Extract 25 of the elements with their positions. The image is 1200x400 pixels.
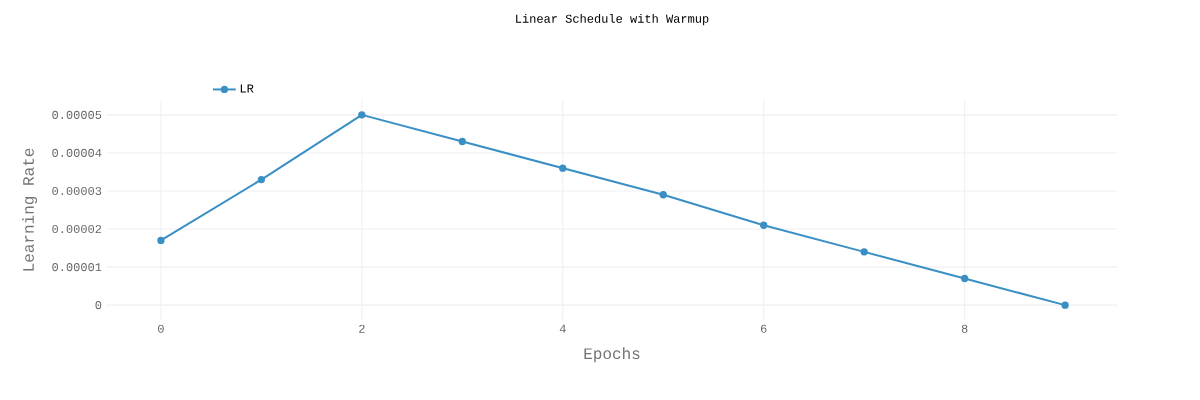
x-tick-label: 0 [158, 324, 164, 333]
point [458, 137, 466, 146]
y-axis-title: Learning Rate [22, 148, 38, 271]
point [760, 221, 768, 229]
point [1061, 301, 1069, 309]
y-tick-label: 0.00001 [52, 263, 102, 272]
y-tick-label: 0.00004 [52, 148, 102, 157]
y-tick-label: 0.00005 [52, 110, 102, 119]
x-tick-label: 6 [760, 324, 767, 333]
point [659, 191, 667, 199]
point [257, 175, 266, 184]
point [358, 111, 366, 119]
legend-label: LR [240, 84, 254, 93]
point [157, 236, 165, 245]
point [559, 164, 567, 172]
x-tick-label: 2 [359, 324, 365, 333]
x-tick-label: 4 [559, 324, 566, 333]
point [960, 274, 969, 283]
y-tick-label: 0.00003 [52, 186, 102, 196]
x-axis-title: Epochs [584, 347, 640, 363]
y-tick-label: 0 [95, 301, 102, 310]
x-tick-label: 8 [961, 324, 968, 333]
chart-title: Linear Schedule with Warmup [516, 13, 709, 26]
point [860, 248, 868, 256]
y-tick-label: 0.00002 [52, 224, 102, 234]
